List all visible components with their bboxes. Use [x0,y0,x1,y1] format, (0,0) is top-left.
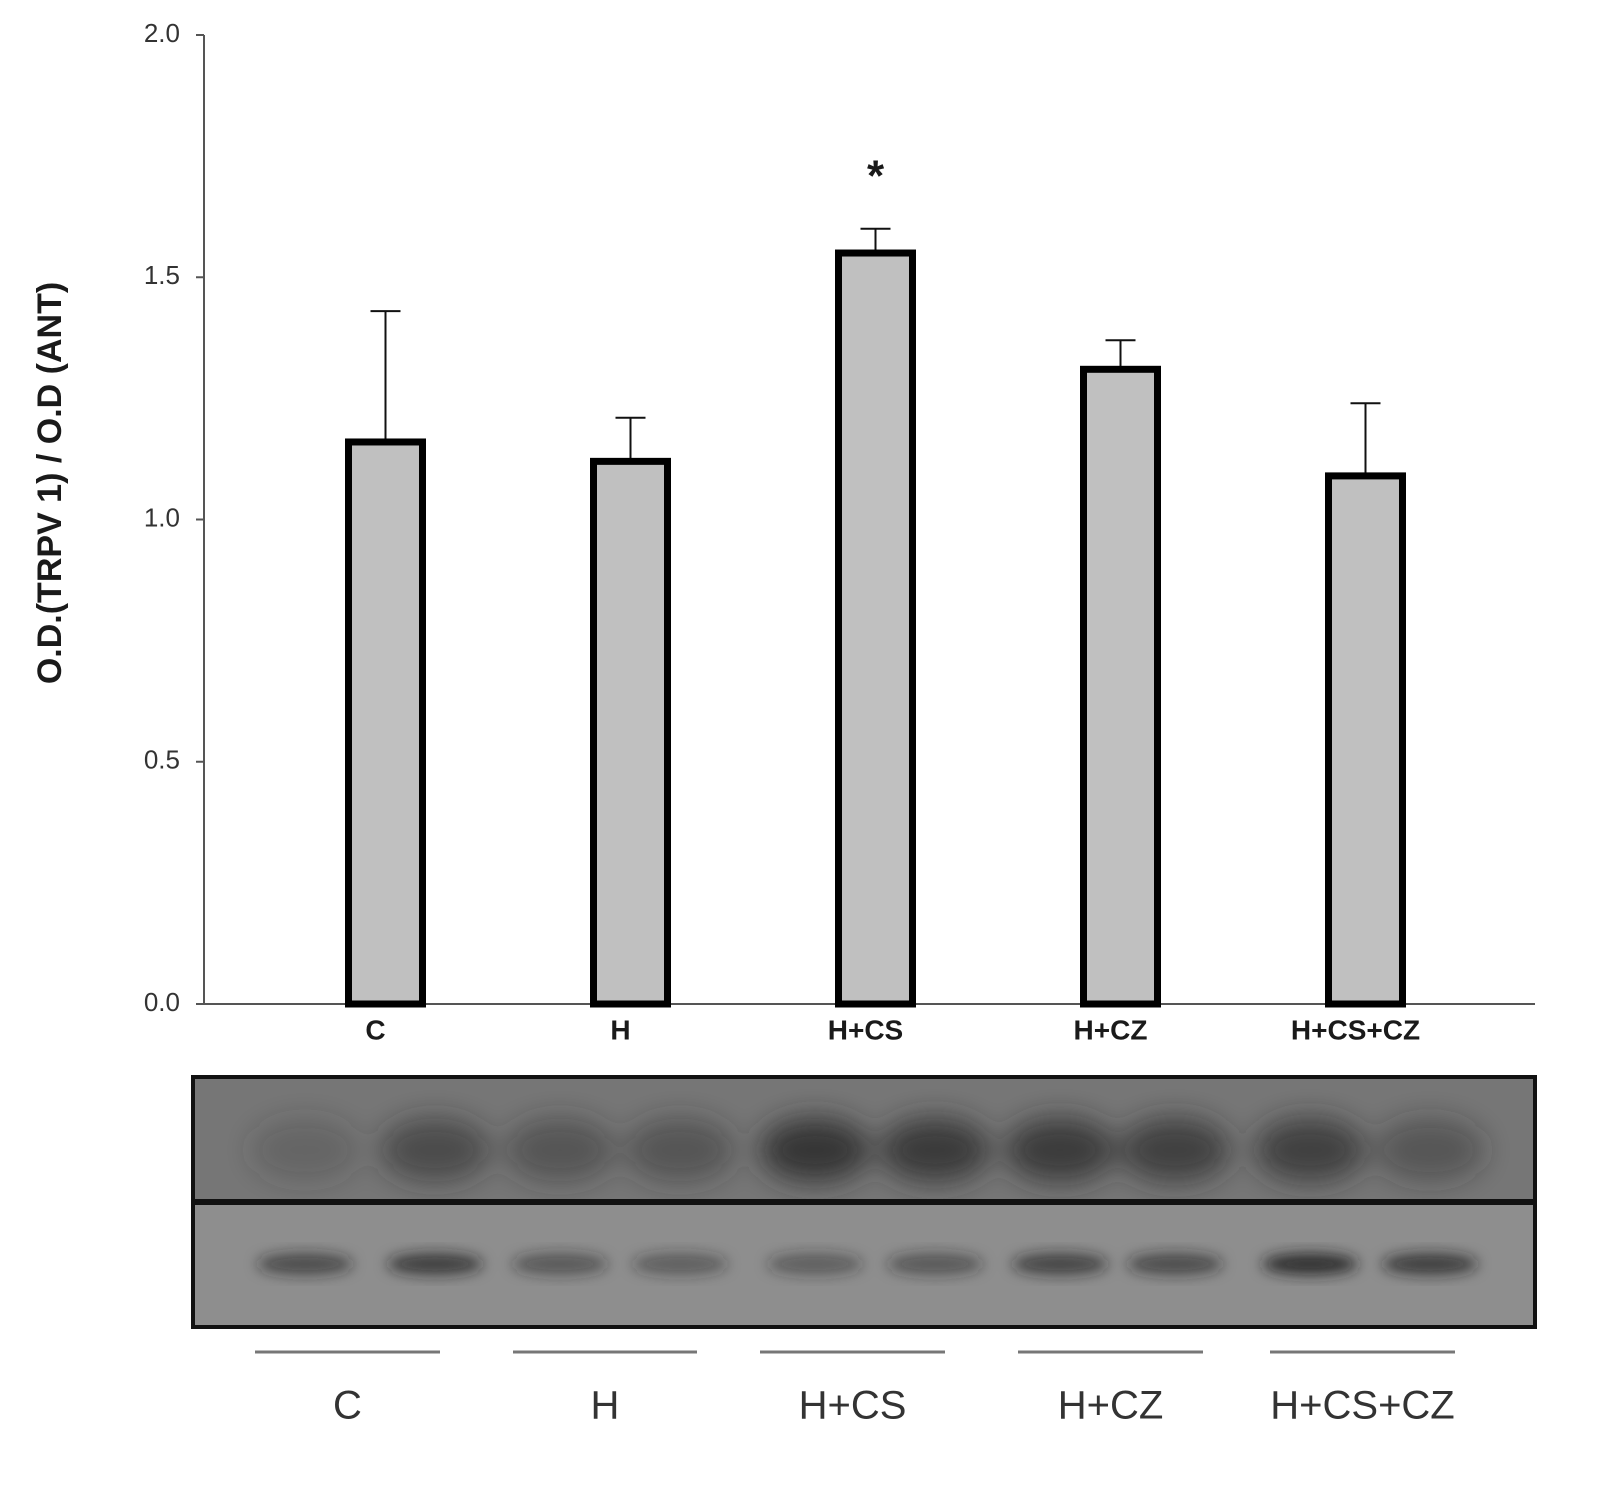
blot-band [1127,1253,1223,1275]
lane-label: H [591,1384,620,1428]
lane-label: H+CS+CZ [1270,1384,1455,1428]
blot-band [1382,1253,1478,1275]
blot-band [512,1253,608,1275]
blot-band [1005,1118,1115,1182]
blot-band [250,1118,360,1182]
blot-band [257,1253,353,1275]
x-tick-label: H+CZ [1074,1014,1148,1045]
blot-band [380,1118,490,1182]
bar [1080,365,1161,1008]
y-tick-label: 1.0 [144,502,180,532]
x-tick-label: C [365,1014,385,1045]
blot-band [887,1253,983,1275]
blot-band [505,1118,615,1182]
blot-band [387,1253,483,1275]
blot-band [1375,1118,1485,1182]
y-tick-label: 1.5 [144,260,180,290]
blot-band [760,1118,870,1182]
annotation: * [867,151,885,200]
lane-label: C [333,1384,362,1428]
x-tick-label: H+CS+CZ [1291,1014,1420,1045]
lane-label: H+CZ [1058,1384,1164,1428]
bar [345,438,426,1008]
bar [835,249,916,1008]
blot-band [625,1118,735,1182]
y-axis-title: O.D.(TRPV 1) / O.D (ANT) [31,282,69,684]
x-tick-label: H [610,1014,630,1045]
y-tick-label: 0.5 [144,745,180,775]
lane-label: H+CS [799,1384,907,1428]
bar [590,457,671,1008]
blot-band [1012,1253,1108,1275]
y-tick-label: 2.0 [144,18,180,48]
blot-band [1120,1118,1230,1182]
blot-band [632,1253,728,1275]
bar [1325,472,1406,1008]
western-blot [191,1075,1537,1329]
blot-band [767,1253,863,1275]
blot-band [1262,1253,1358,1275]
blot-band [1255,1118,1365,1182]
blot-band [880,1118,990,1182]
x-tick-label: H+CS [828,1014,903,1045]
y-tick-label: 0.0 [144,987,180,1017]
